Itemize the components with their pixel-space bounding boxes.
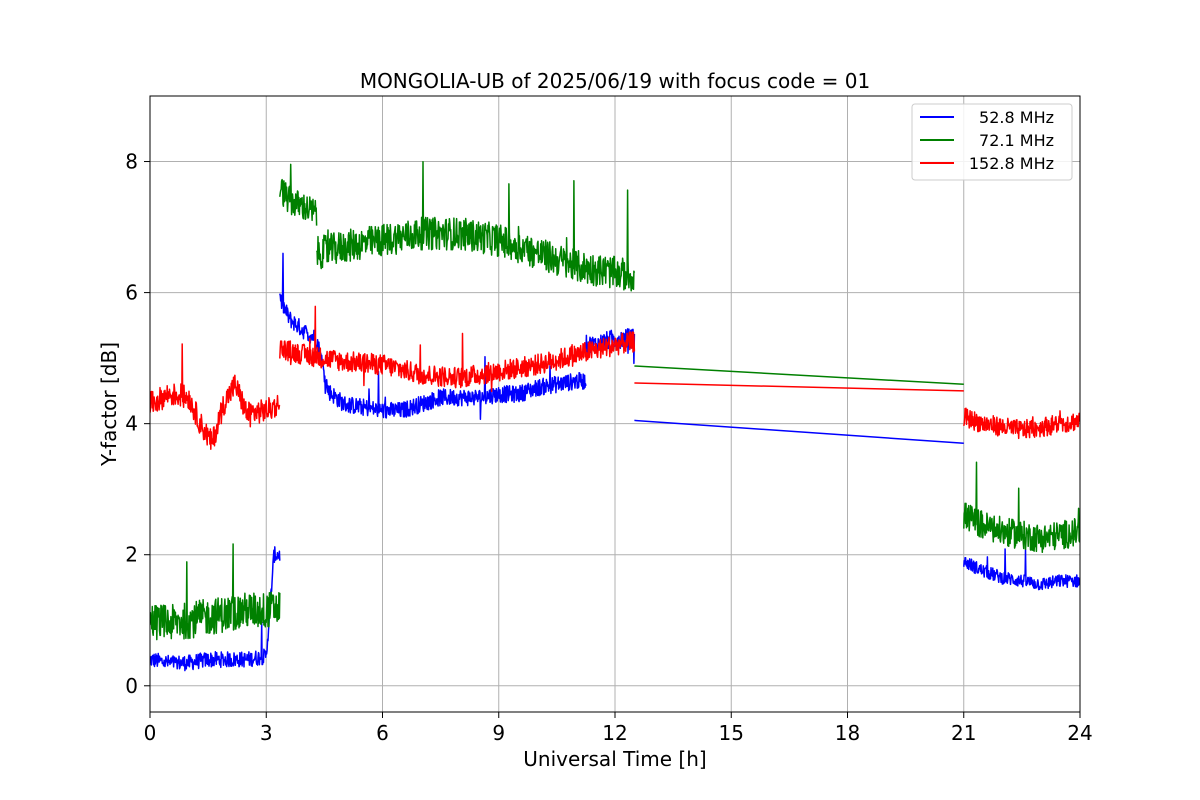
x-tick-label: 18 [835,721,860,745]
y-tick-label: 2 [125,543,138,567]
x-axis-ticks: 0 3 6 9 12 15 18 21 24 [144,712,1093,745]
x-tick-label: 15 [719,721,744,745]
legend-entry: 52.8 MHz [979,108,1054,127]
series-trace [279,305,636,393]
x-tick-label: 6 [376,721,389,745]
x-tick-label: 21 [951,721,976,745]
chart-title: MONGOLIA-UB of 2025/06/19 with focus cod… [360,69,870,93]
series-trace [315,160,636,292]
series-trace [963,407,1080,440]
legend-entry: 152.8 MHz [969,154,1054,173]
series-trace [150,343,281,450]
series-trace [634,365,964,386]
y-tick-label: 0 [125,674,138,698]
y-axis-ticks: 0 2 4 6 8 [125,150,150,698]
x-tick-label: 0 [144,721,157,745]
legend-box [911,103,1073,181]
y-tick-label: 4 [125,412,138,436]
x-tick-label: 12 [602,721,627,745]
grid [149,96,1081,712]
x-tick-label: 9 [492,721,505,745]
y-tick-label: 8 [125,150,138,174]
legend-entry: 72.1 MHz [979,131,1054,150]
series-trace [150,546,281,672]
legend: 52.8 MHz 72.1 MHz 152.8 MHz [911,103,1073,181]
series-72-1-mhz [150,160,1080,641]
series-trace [150,543,281,641]
series-trace [279,252,587,421]
y-tick-label: 6 [125,281,138,305]
series-trace [963,548,1080,591]
series-trace [634,382,964,392]
x-axis-label: Universal Time [h] [523,747,706,771]
series-trace [279,163,318,226]
series-trace [963,461,1080,554]
x-tick-label: 24 [1067,721,1092,745]
x-tick-label: 3 [260,721,273,745]
y-axis-label: Y-factor [dB] [97,342,121,467]
series-trace [634,419,964,445]
series-152-8-mhz [150,305,1080,450]
series-layer [150,160,1080,672]
